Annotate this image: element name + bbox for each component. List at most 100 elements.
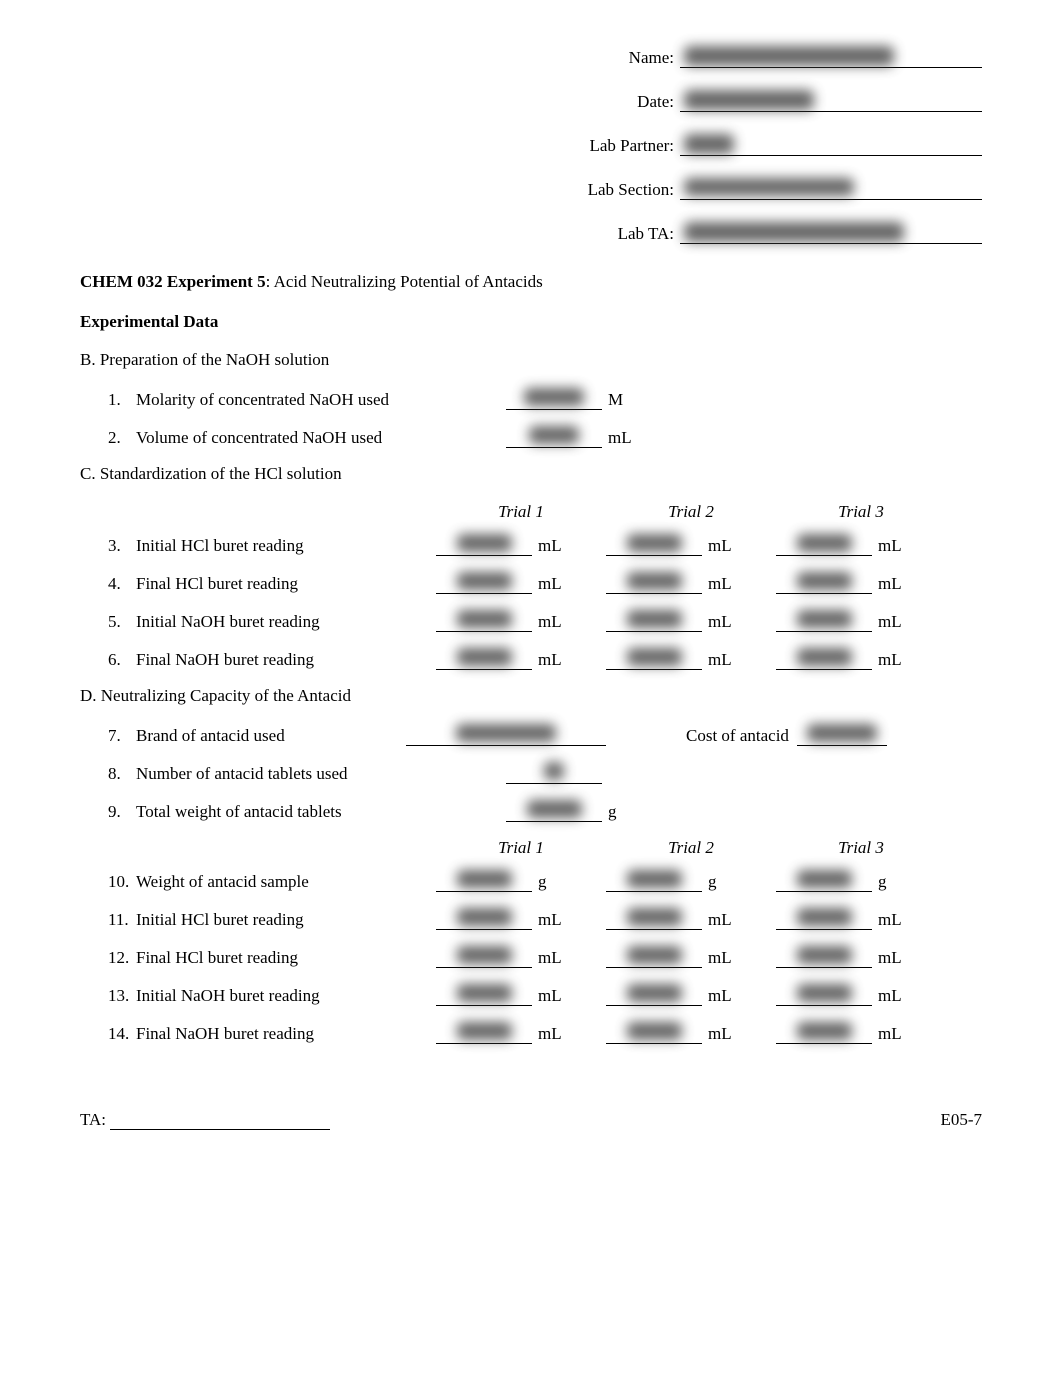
- partner-label: Lab Partner:: [560, 136, 680, 156]
- section-b-heading: B. Preparation of the NaOH solution: [80, 350, 982, 370]
- page-code: E05-7: [940, 1110, 982, 1130]
- item-5-t2[interactable]: [606, 610, 702, 632]
- lab-ta-label: Lab TA:: [560, 224, 680, 244]
- item-4-t2[interactable]: [606, 572, 702, 594]
- item-11-t1[interactable]: [436, 908, 532, 930]
- item-3-t2[interactable]: [606, 534, 702, 556]
- item-3-t3[interactable]: [776, 534, 872, 556]
- item-2-num: 2.: [108, 428, 136, 448]
- name-label: Name:: [560, 48, 680, 68]
- item-7-label: Brand of antacid used: [136, 726, 406, 746]
- title-rest: : Acid Neutralizing Potential of Antacid…: [266, 272, 543, 291]
- item-12-t2[interactable]: [606, 946, 702, 968]
- item-5-num: 5.: [108, 612, 136, 632]
- item-11-num: 11.: [108, 910, 136, 930]
- footer-ta-label: TA:: [80, 1110, 106, 1130]
- item-4-t1[interactable]: [436, 572, 532, 594]
- item-8-value[interactable]: [506, 762, 602, 784]
- item-8: 8. Number of antacid tablets used: [80, 762, 982, 784]
- name-field[interactable]: [680, 46, 982, 68]
- item-5-t3[interactable]: [776, 610, 872, 632]
- item-4-num: 4.: [108, 574, 136, 594]
- trial-3-label: Trial 3: [838, 502, 884, 521]
- item-9-unit: g: [608, 802, 638, 822]
- trial-1-label-d: Trial 1: [498, 838, 544, 857]
- item-5: 5. Initial NaOH buret reading mL mL mL: [80, 610, 982, 632]
- section-d-heading: D. Neutralizing Capacity of the Antacid: [80, 686, 982, 706]
- item-3-t1[interactable]: [436, 534, 532, 556]
- item-6-num: 6.: [108, 650, 136, 670]
- item-14-t1[interactable]: [436, 1022, 532, 1044]
- item-10-t2[interactable]: [606, 870, 702, 892]
- trial-header-d: Trial 1 Trial 2 Trial 3: [80, 838, 982, 858]
- item-13: 13. Initial NaOH buret reading mL mL mL: [80, 984, 982, 1006]
- trial-2-label-d: Trial 2: [668, 838, 714, 857]
- item-13-label: Initial NaOH buret reading: [136, 986, 396, 1006]
- trial-3-label-d: Trial 3: [838, 838, 884, 857]
- item-13-t3[interactable]: [776, 984, 872, 1006]
- item-11-t2[interactable]: [606, 908, 702, 930]
- item-6: 6. Final NaOH buret reading mL mL mL: [80, 648, 982, 670]
- item-10-t1[interactable]: [436, 870, 532, 892]
- item-12-num: 12.: [108, 948, 136, 968]
- item-10-t3[interactable]: [776, 870, 872, 892]
- partner-field[interactable]: [680, 134, 982, 156]
- item-2: 2. Volume of concentrated NaOH used mL: [80, 426, 982, 448]
- item-1-unit: M: [608, 390, 638, 410]
- item-14-t2[interactable]: [606, 1022, 702, 1044]
- item-13-t1[interactable]: [436, 984, 532, 1006]
- item-3-num: 3.: [108, 536, 136, 556]
- item-6-label: Final NaOH buret reading: [136, 650, 396, 670]
- date-field[interactable]: [680, 90, 982, 112]
- header-fields: Name: Date: Lab Partner: Lab Section: La…: [560, 38, 982, 244]
- item-6-t2[interactable]: [606, 648, 702, 670]
- item-12-t1[interactable]: [436, 946, 532, 968]
- cost-value[interactable]: [797, 724, 887, 746]
- item-14: 14. Final NaOH buret reading mL mL mL: [80, 1022, 982, 1044]
- item-7-value[interactable]: [406, 724, 606, 746]
- item-12: 12. Final HCl buret reading mL mL mL: [80, 946, 982, 968]
- trial-1-label: Trial 1: [498, 502, 544, 521]
- item-12-t3[interactable]: [776, 946, 872, 968]
- item-9-label: Total weight of antacid tablets: [136, 802, 436, 822]
- item-10-num: 10.: [108, 872, 136, 892]
- item-2-value[interactable]: [506, 426, 602, 448]
- section-label: Lab Section:: [560, 180, 680, 200]
- experiment-title: CHEM 032 Experiment 5: Acid Neutralizing…: [80, 272, 982, 292]
- item-1: 1. Molarity of concentrated NaOH used M: [80, 388, 982, 410]
- item-14-num: 14.: [108, 1024, 136, 1044]
- item-5-t1[interactable]: [436, 610, 532, 632]
- item-6-t3[interactable]: [776, 648, 872, 670]
- item-8-num: 8.: [108, 764, 136, 784]
- item-3-label: Initial HCl buret reading: [136, 536, 396, 556]
- item-6-t1[interactable]: [436, 648, 532, 670]
- item-2-label: Volume of concentrated NaOH used: [136, 428, 436, 448]
- item-8-label: Number of antacid tablets used: [136, 764, 436, 784]
- lab-ta-field[interactable]: [680, 222, 982, 244]
- item-10: 10. Weight of antacid sample g g g: [80, 870, 982, 892]
- item-4-label: Final HCl buret reading: [136, 574, 396, 594]
- section-c-heading: C. Standardization of the HCl solution: [80, 464, 982, 484]
- footer-ta-field[interactable]: [110, 1110, 330, 1130]
- date-label: Date:: [560, 92, 680, 112]
- experimental-data-heading: Experimental Data: [80, 312, 982, 332]
- item-2-unit: mL: [608, 428, 638, 448]
- item-5-label: Initial NaOH buret reading: [136, 612, 396, 632]
- item-9-value[interactable]: [506, 800, 602, 822]
- item-4-t3[interactable]: [776, 572, 872, 594]
- item-10-label: Weight of antacid sample: [136, 872, 396, 892]
- item-14-label: Final NaOH buret reading: [136, 1024, 396, 1044]
- footer: TA: E05-7: [0, 1110, 1062, 1170]
- item-11: 11. Initial HCl buret reading mL mL mL: [80, 908, 982, 930]
- section-field[interactable]: [680, 178, 982, 200]
- item-13-t2[interactable]: [606, 984, 702, 1006]
- item-3: 3. Initial HCl buret reading mL mL mL: [80, 534, 982, 556]
- course-code: CHEM 032 Experiment 5: [80, 272, 266, 291]
- item-11-t3[interactable]: [776, 908, 872, 930]
- item-1-value[interactable]: [506, 388, 602, 410]
- item-9-num: 9.: [108, 802, 136, 822]
- item-11-label: Initial HCl buret reading: [136, 910, 396, 930]
- item-1-num: 1.: [108, 390, 136, 410]
- item-14-t3[interactable]: [776, 1022, 872, 1044]
- item-4: 4. Final HCl buret reading mL mL mL: [80, 572, 982, 594]
